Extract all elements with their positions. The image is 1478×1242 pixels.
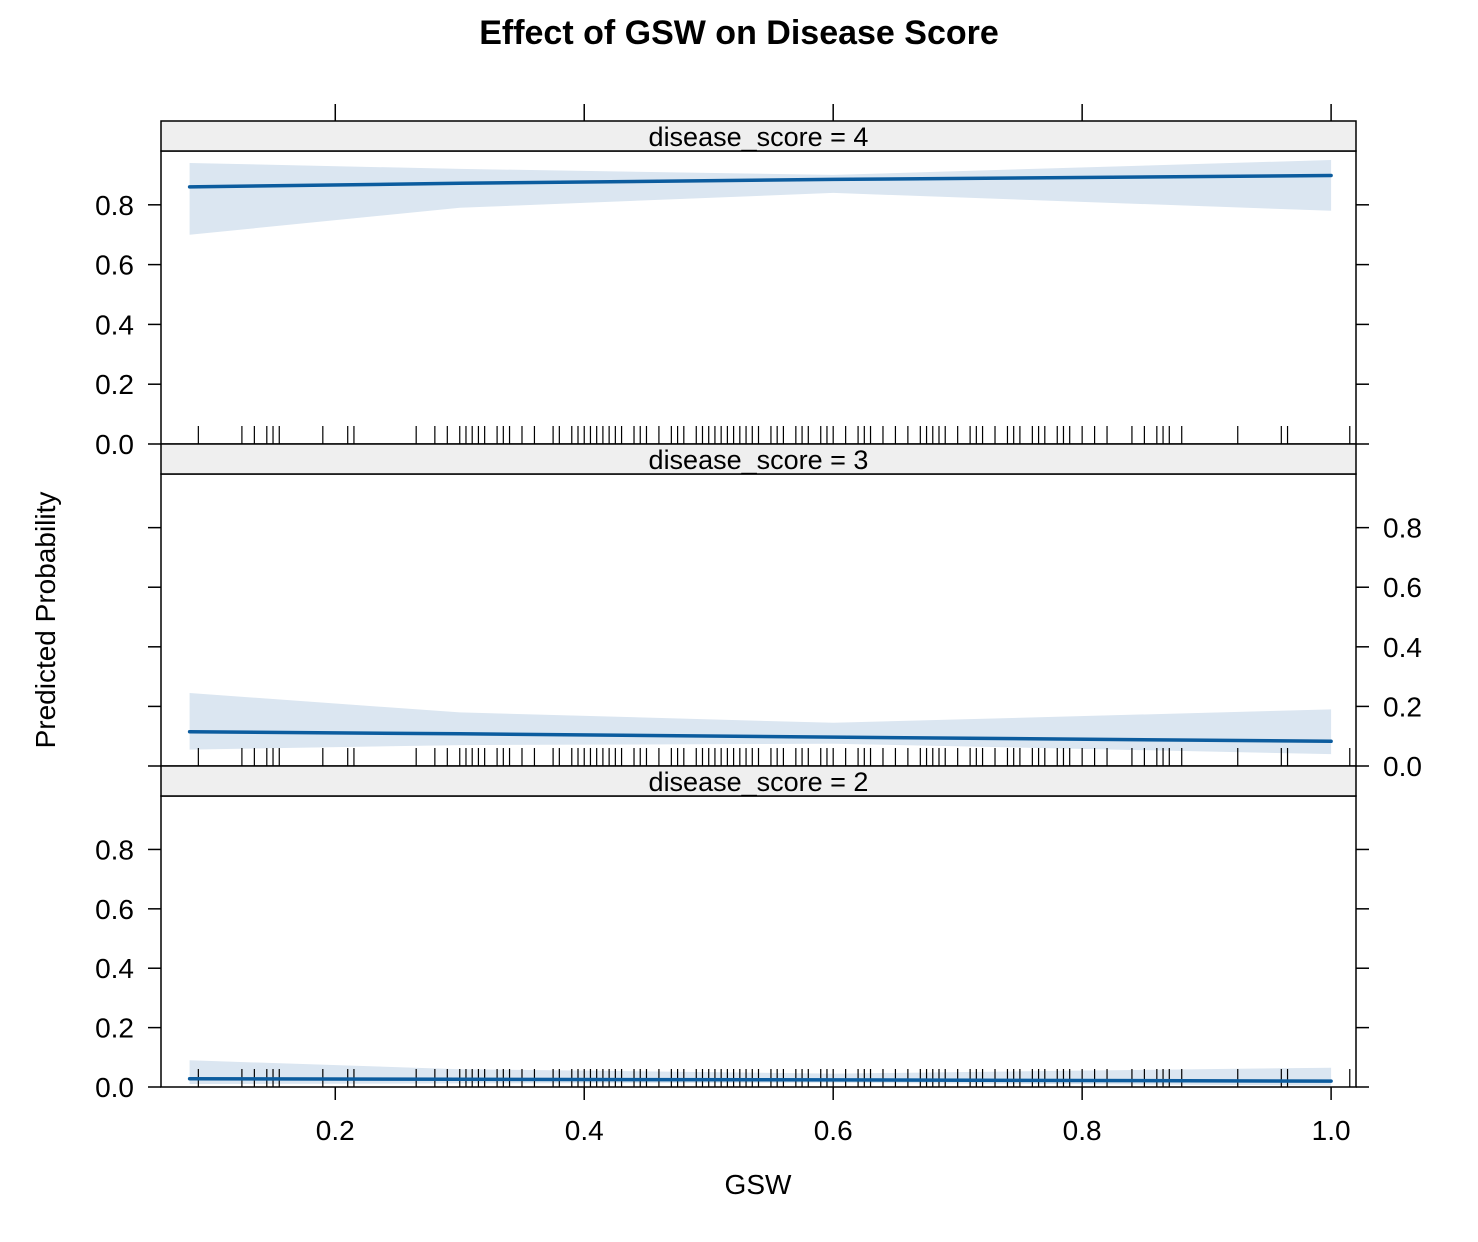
y-tick-label: 0.4 [1383,632,1422,663]
y-tick-label: 0.8 [95,834,134,865]
panels: disease_score = 40.00.20.40.60.8disease_… [95,120,1422,1103]
panel-border [160,795,1357,1088]
y-tick-label: 0.2 [1383,691,1422,722]
x-tick-label: 1.0 [1312,1115,1351,1146]
x-axis: 0.2 0.4 0.6 0.8 1.0 [316,104,1351,1146]
y-tick-label: 0.0 [95,1072,134,1103]
y-tick-label: 0.0 [95,429,134,460]
strip-label: disease_score = 2 [649,767,869,797]
y-tick-label: 0.6 [1383,572,1422,603]
fit-line [187,173,1333,189]
confidence-band [189,160,1332,235]
rug-marks [197,748,1351,766]
fit-line [187,1076,1333,1083]
x-tick-label: 0.2 [316,1115,355,1146]
strip [160,765,1357,797]
y-tick-label: 0.6 [95,250,134,281]
y-tick-label: 0.2 [95,1013,134,1044]
panel-2: disease_score = 3 0.0 0.2 0.4 0.6 0.8 [148,443,1422,782]
chart-title: Effect of GSW on Disease Score [479,14,999,52]
panel-1: disease_score = 4 0.0 0.2 0.4 0.6 0.8 [95,120,1369,460]
strip [160,443,1357,475]
x-tick-label: 0.4 [565,1115,604,1146]
y-tick-label: 0.4 [95,953,134,984]
x-tick-label: 0.6 [814,1115,853,1146]
panel-3: disease_score = 2 0.0 0.2 0.4 0.6 0.8 [95,765,1369,1103]
x-tick-label: 0.8 [1063,1115,1102,1146]
y-axis-label: Predicted Probability [30,492,61,749]
y-tick-label: 0.0 [1383,751,1422,782]
confidence-band [189,693,1332,755]
y-tick-label: 0.2 [95,369,134,400]
rug-marks [197,426,1351,444]
fit-line [187,729,1333,744]
strip [160,120,1357,152]
strip-label: disease_score = 3 [649,445,869,475]
y-tick-label: 0.6 [95,894,134,925]
x-axis-label: GSW [725,1169,792,1200]
y-tick-label: 0.4 [95,309,134,340]
y-tick-label: 0.8 [95,190,134,221]
y-tick-label: 0.8 [1383,513,1422,544]
strip-label: disease_score = 4 [649,122,869,152]
